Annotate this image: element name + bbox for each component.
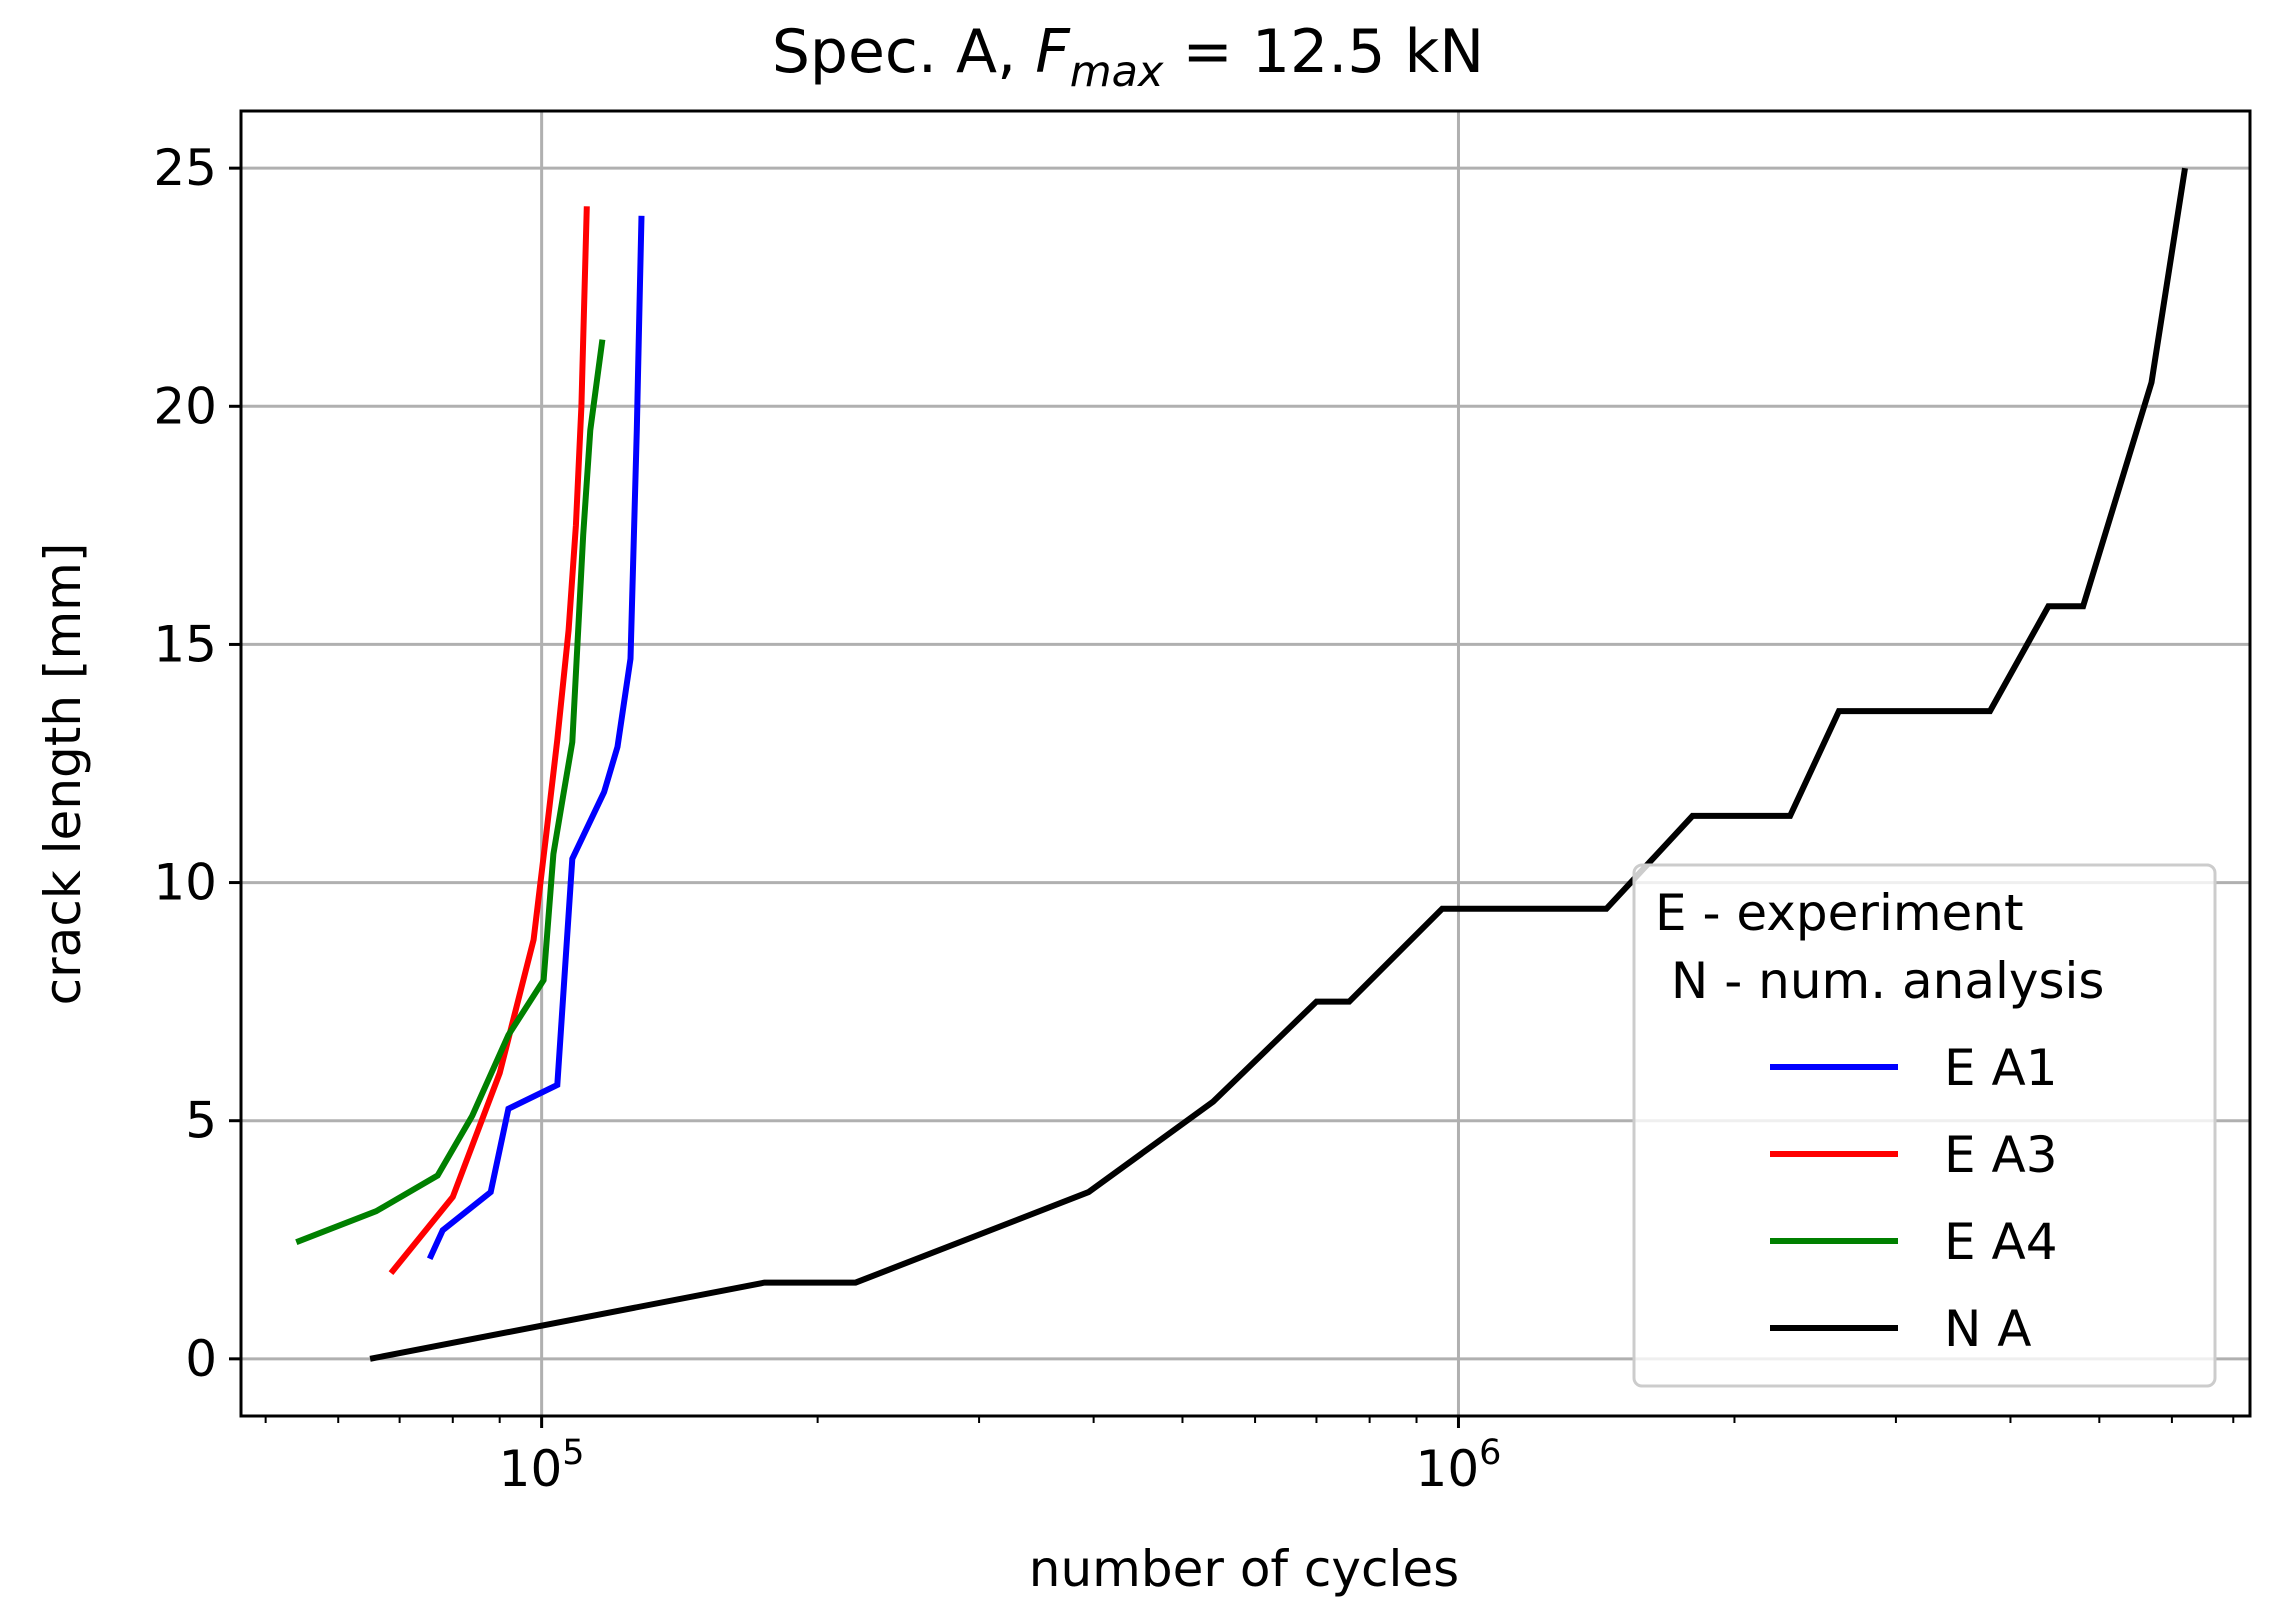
legend-entries: E A1 E A3 E A4 N A (1770, 1039, 2058, 1358)
legend-title-line1: E - experiment (1655, 884, 2024, 942)
series-lines (295, 167, 2188, 1362)
legend-label-n-a: N A (1944, 1300, 2032, 1358)
legend: E - experiment N - num. analysis E A1E A… (1632, 863, 2217, 1388)
plot-frame (239, 109, 2252, 1418)
legend-label-e-a4: E A4 (1944, 1213, 2058, 1271)
y-tick-label: 25 (153, 139, 217, 197)
y-tick-label: 20 (153, 377, 217, 435)
chart-title: Spec. A, Fmax = 12.5 kN (772, 17, 1484, 97)
y-tick-label: 5 (185, 1092, 217, 1150)
title-subscript: max (1070, 47, 1164, 97)
y-axis-label: crack length [mm] (34, 543, 92, 1006)
series-line-e-a3 (388, 206, 590, 1275)
title-main: Spec. A, (772, 17, 1035, 87)
legend-label-e-a1: E A1 (1944, 1039, 2058, 1097)
x-tick-label: 106 (1416, 1433, 1502, 1498)
y-tick-label: 0 (185, 1330, 217, 1388)
x-tick-label-exponent: 5 (562, 1433, 584, 1473)
y-tick-label: 10 (153, 854, 217, 912)
series-line-e-a4 (295, 339, 606, 1245)
title-tail: = 12.5 kN (1163, 17, 1484, 87)
x-tick-label: 105 (499, 1433, 585, 1498)
series-line-n-a (369, 167, 2188, 1362)
series-line-e-a1 (426, 215, 645, 1261)
title-variable: F (1035, 17, 1071, 87)
legend-title-line2: N - num. analysis (1655, 952, 2104, 1010)
x-tick-label-base: 10 (499, 1440, 563, 1498)
legend-box (1632, 863, 2217, 1388)
legend-label-e-a3: E A3 (1944, 1126, 2058, 1184)
x-tick-label-base: 10 (1416, 1440, 1480, 1498)
x-axis-label: number of cycles (1029, 1540, 1459, 1598)
x-tick-label-exponent: 6 (1479, 1433, 1501, 1473)
y-tick-label: 15 (153, 615, 217, 673)
